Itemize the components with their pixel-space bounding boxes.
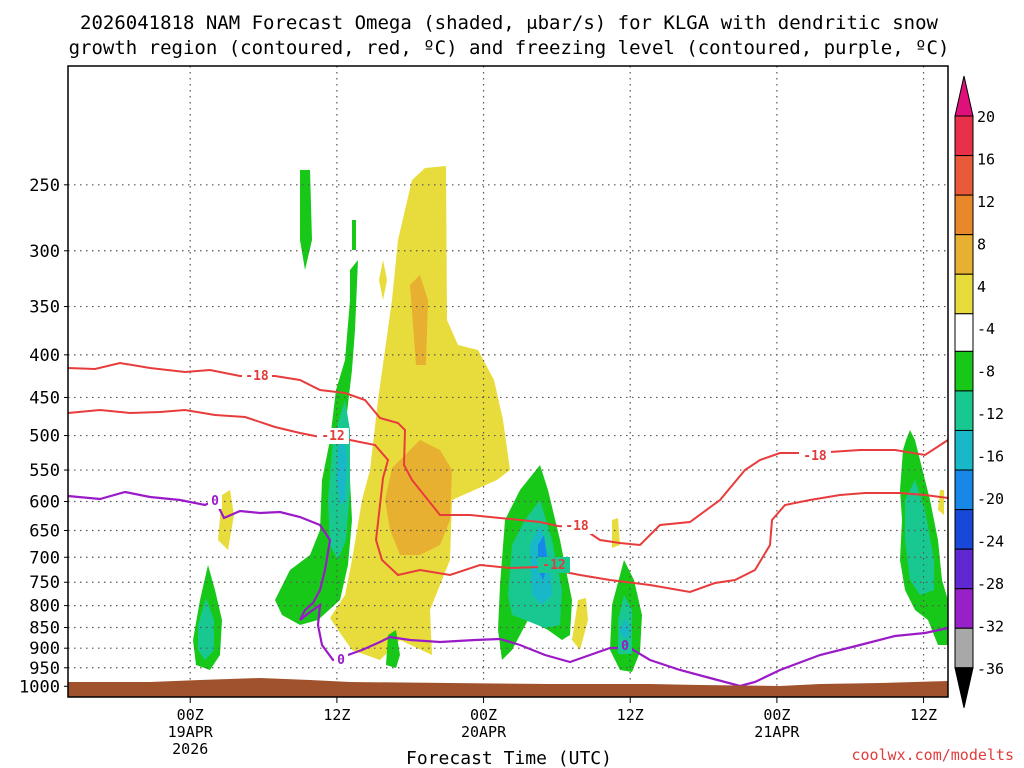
y-tick-label-1000: 1000 — [19, 677, 60, 697]
colorbar-label-10: -24 — [977, 532, 1004, 550]
contour-label-zero-c: 0 — [621, 639, 629, 654]
omega-colorbar: 20 16 12 8 4 -4 -8 -12 -16 -20 -24 -28 -32 -36 — [954, 75, 1004, 708]
colorbar-label-8: -16 — [977, 448, 1004, 466]
y-tick-label-750: 750 — [29, 573, 60, 593]
x-tick-label-0-1: 19APR — [168, 723, 214, 741]
y-tick-label-700: 700 — [29, 548, 60, 568]
omega-region-positive-strong-a — [410, 275, 428, 365]
contour-label-minus18-b: -18 — [565, 519, 589, 534]
y-tick-label-900: 900 — [29, 639, 60, 659]
y-tick-label-600: 600 — [29, 493, 60, 513]
colorbar-swatch-12 — [954, 588, 974, 629]
omega-region-positive-e — [612, 518, 620, 548]
colorbar-swatch-1 — [954, 155, 974, 196]
colorbar-label-13: -36 — [977, 660, 1004, 678]
y-tick-label-650: 650 — [29, 521, 60, 541]
y-tick-label-300: 300 — [29, 242, 60, 262]
colorbar-swatch-3 — [954, 234, 974, 275]
chart-title-line2: growth region (contoured, red, ºC) and f… — [69, 37, 950, 59]
colorbar-label-11: -28 — [977, 575, 1004, 593]
colorbar-label-12: -32 — [977, 617, 1004, 635]
y-tick-label-850: 850 — [29, 619, 60, 639]
colorbar-label-2: 12 — [977, 193, 995, 211]
omega-region-negative-a — [300, 170, 312, 270]
colorbar-bottom-arrow — [954, 667, 974, 708]
omega-region-negative-teal-b — [198, 598, 214, 660]
colorbar-swatch-10 — [954, 509, 974, 550]
colorbar-swatch-9 — [954, 469, 974, 511]
colorbar-swatch-5 — [954, 313, 974, 352]
omega-region-positive-d — [572, 598, 588, 650]
omega-region-positive-main — [330, 166, 510, 660]
omega-region-negative-cyan-a — [337, 430, 347, 505]
colorbar-label-3: 8 — [977, 235, 986, 253]
chart-title-line1: 2026041818 NAM Forecast Omega (shaded, μ… — [80, 12, 938, 34]
surface-terrain — [68, 678, 948, 697]
colorbar-label-6: -8 — [977, 363, 995, 381]
colorbar-swatch-8 — [954, 429, 974, 471]
y-tick-label-450: 450 — [29, 388, 60, 408]
y-tick-label-500: 500 — [29, 427, 60, 447]
y-tick-label-400: 400 — [29, 346, 60, 366]
contour-label-minus18-a: -18 — [245, 369, 269, 384]
omega-region-negative-e — [386, 630, 400, 668]
colorbar-top-arrow — [954, 75, 974, 117]
contour-label-minus12-a: -12 — [321, 429, 344, 444]
x-tick-label-48-1: 21APR — [754, 723, 800, 741]
y-tick-label-950: 950 — [29, 659, 60, 679]
colorbar-swatch-2 — [954, 194, 974, 236]
x-tick-label-0-0: 00Z — [177, 706, 204, 724]
x-tick-label-24-1: 20APR — [461, 723, 507, 741]
colorbar-swatch-6 — [954, 350, 974, 392]
x-tick-label-0-2: 2026 — [172, 740, 208, 758]
plot-frame — [67, 65, 949, 698]
colorbar-label-1: 16 — [977, 150, 995, 168]
colorbar-label-9: -20 — [977, 490, 1004, 508]
y-tick-label-350: 350 — [29, 298, 60, 318]
omega-region-negative-teal-e — [905, 480, 934, 595]
x-tick-label-48-0: 00Z — [763, 706, 790, 724]
chart-grid — [68, 66, 948, 697]
x-tick-label-12-0: 12Z — [323, 706, 350, 724]
x-axis-ticks: 00Z19APR202612Z00Z20APR12Z00Z21APR12Z00Z… — [168, 697, 937, 758]
colorbar-swatch-4 — [954, 273, 974, 315]
y-tick-label-550: 550 — [29, 461, 60, 481]
contour-label-zero-a: 0 — [211, 494, 219, 509]
colorbar-label-5: -4 — [977, 320, 995, 338]
colorbar-swatch-11 — [954, 548, 974, 590]
colorbar-swatch-13 — [954, 627, 974, 669]
contour-minus12 — [67, 408, 949, 594]
omega-region-negative-b — [352, 220, 356, 250]
x-tick-label-36-0: 12Z — [617, 706, 644, 724]
colorbar-swatch-0 — [954, 115, 974, 157]
x-tick-label-24-0: 00Z — [470, 706, 497, 724]
contour-label-minus18-c: -18 — [803, 449, 827, 464]
y-axis-ticks: 2503003504004505005506006507007508008509… — [19, 176, 68, 697]
x-tick-label-60-0: 12Z — [910, 706, 937, 724]
x-axis-title: Forecast Time (UTC) — [406, 748, 612, 768]
colorbar-label-7: -12 — [977, 405, 1004, 423]
y-tick-label-800: 800 — [29, 597, 60, 617]
omega-region-positive-b — [379, 260, 387, 300]
colorbar-label-4: 4 — [977, 278, 986, 296]
y-tick-label-250: 250 — [29, 176, 60, 196]
colorbar-swatch-7 — [954, 390, 974, 431]
omega-region-positive-strong-b — [385, 440, 452, 555]
colorbar-label-0: 20 — [977, 108, 995, 126]
contour-labels: -18 -12 -18 -12 -18 0 0 0 — [208, 368, 831, 668]
contour-label-minus12-b: -12 — [542, 558, 565, 573]
omega-shading — [193, 166, 948, 672]
credit-text: coolwx.com/modelts — [851, 746, 1014, 764]
contour-label-zero-b: 0 — [337, 653, 345, 668]
